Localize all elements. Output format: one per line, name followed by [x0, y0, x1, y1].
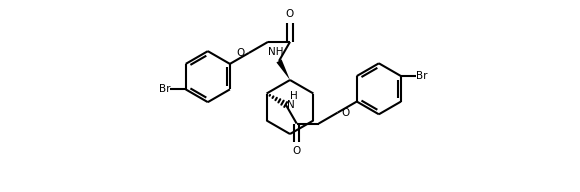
Text: N: N — [287, 99, 295, 109]
Text: O: O — [292, 146, 301, 156]
Text: O: O — [286, 9, 294, 19]
Text: O: O — [342, 108, 350, 118]
Text: Br: Br — [159, 84, 171, 94]
Text: O: O — [237, 48, 245, 58]
Text: NH: NH — [268, 47, 284, 57]
Text: Br: Br — [416, 71, 428, 81]
Polygon shape — [277, 60, 290, 80]
Text: H: H — [289, 91, 298, 101]
